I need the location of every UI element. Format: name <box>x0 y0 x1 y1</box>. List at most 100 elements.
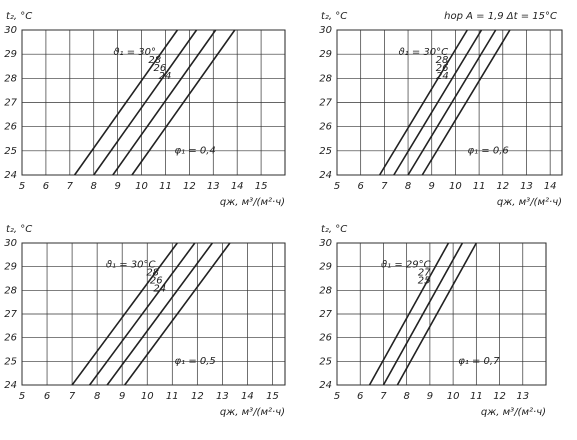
curve-label: 26 <box>150 275 163 286</box>
y-tick-label: 30 <box>4 25 17 36</box>
x-axis-label: qж, м³/(м²·ч) <box>497 197 562 208</box>
x-tick-label: 14 <box>231 181 244 192</box>
curve-label: 28 <box>146 267 159 278</box>
y-tick-label: 28 <box>4 285 17 296</box>
x-tick-label: 12 <box>493 391 506 402</box>
panel-header: hор A = 1,9 Δt = 15°C <box>444 11 557 22</box>
curve-label: ϑ₁ = 30° <box>113 47 156 58</box>
curve <box>396 242 478 386</box>
y-tick-label: 24 <box>4 170 17 181</box>
y-tick-label: 27 <box>4 309 17 320</box>
curve <box>393 29 483 176</box>
y-tick-label: 29 <box>319 49 332 60</box>
y-tick-label: 24 <box>319 380 332 391</box>
curve-label: 26 <box>436 63 449 74</box>
curve-label: 28 <box>148 55 161 66</box>
curve <box>421 29 511 176</box>
x-tick-label: 8 <box>403 391 409 402</box>
annotation: φ₁ = 0,7 <box>458 356 500 367</box>
x-tick-label: 11 <box>470 391 483 402</box>
x-tick-label: 13 <box>216 391 229 402</box>
annotation: φ₁ = 0,6 <box>468 145 509 156</box>
x-tick-label: 5 <box>19 181 25 192</box>
x-tick-label: 12 <box>191 391 204 402</box>
x-tick-label: 6 <box>44 391 50 402</box>
curve <box>382 242 464 386</box>
x-axis-label: qж, м³/(м²·ч) <box>220 407 285 418</box>
x-tick-label: 9 <box>114 181 120 192</box>
annotation: φ₁ = 0,4 <box>175 145 216 156</box>
curve <box>124 242 231 386</box>
curve-label: 25 <box>418 275 431 286</box>
curve <box>106 242 214 386</box>
y-tick-label: 28 <box>319 285 332 296</box>
y-tick-label: 25 <box>319 146 332 157</box>
x-tick-label: 5 <box>19 391 25 402</box>
x-tick-label: 6 <box>43 181 49 192</box>
x-tick-label: 9 <box>427 391 433 402</box>
x-tick-label: 12 <box>183 181 196 192</box>
x-tick-label: 15 <box>255 181 268 192</box>
x-tick-label: 15 <box>266 391 279 402</box>
x-tick-label: 11 <box>166 391 179 402</box>
x-tick-label: 9 <box>119 391 125 402</box>
y-tick-label: 30 <box>319 25 332 36</box>
y-tick-label: 26 <box>319 122 332 133</box>
x-tick-label: 7 <box>69 391 76 402</box>
x-tick-label: 6 <box>357 391 363 402</box>
y-tick-label: 29 <box>4 49 17 60</box>
y-tick-label: 26 <box>4 122 17 133</box>
y-tick-label: 30 <box>4 238 17 249</box>
y-axis-label: t₂, °C <box>6 224 32 235</box>
curve-label: 24 <box>436 71 449 82</box>
x-tick-label: 10 <box>135 181 148 192</box>
x-tick-label: 13 <box>516 391 529 402</box>
curve-label: 24 <box>159 71 172 82</box>
x-tick-label: 10 <box>141 391 154 402</box>
y-tick-label: 28 <box>319 73 332 84</box>
annotation: φ₁ = 0,5 <box>175 356 216 367</box>
y-tick-label: 27 <box>4 98 17 109</box>
curve-label: 24 <box>153 283 166 294</box>
x-tick-label: 6 <box>357 181 363 192</box>
x-tick-label: 10 <box>447 391 460 402</box>
x-tick-label: 12 <box>496 181 509 192</box>
x-tick-label: 8 <box>91 181 97 192</box>
x-axis-label: qж, м³/(м²·ч) <box>481 407 546 418</box>
curve-label: 28 <box>436 55 449 66</box>
y-tick-label: 29 <box>4 262 17 273</box>
x-tick-label: 8 <box>94 391 100 402</box>
curve <box>71 242 178 386</box>
x-axis-label: qж, м³/(м²·ч) <box>220 197 285 208</box>
curve <box>73 29 179 176</box>
x-tick-label: 13 <box>207 181 220 192</box>
y-tick-label: 27 <box>319 98 332 109</box>
curve <box>93 29 198 176</box>
y-tick-label: 30 <box>319 238 332 249</box>
y-tick-label: 26 <box>319 333 332 344</box>
x-tick-label: 11 <box>473 181 486 192</box>
curve-label: ϑ₁ = 30°C <box>106 259 156 270</box>
y-tick-label: 25 <box>319 356 332 367</box>
y-axis-label: t₂, °C <box>321 224 347 235</box>
x-tick-label: 13 <box>520 181 533 192</box>
x-tick-label: 9 <box>429 181 435 192</box>
x-tick-label: 14 <box>241 391 254 402</box>
y-tick-label: 24 <box>319 170 332 181</box>
y-tick-label: 29 <box>319 262 332 273</box>
curve <box>88 242 196 386</box>
curve-label: 26 <box>154 63 167 74</box>
x-tick-label: 10 <box>449 181 462 192</box>
y-tick-label: 25 <box>4 356 17 367</box>
y-tick-label: 26 <box>4 333 17 344</box>
y-tick-label: 24 <box>4 380 17 391</box>
curve-label: ϑ₁ = 29°C <box>381 259 431 270</box>
x-tick-label: 7 <box>380 391 387 402</box>
x-tick-label: 5 <box>334 181 340 192</box>
curve-label: ϑ₁ = 30°C <box>398 47 448 58</box>
y-axis-label: t₂, °C <box>6 11 32 22</box>
x-tick-label: 7 <box>67 181 74 192</box>
curve <box>368 242 450 386</box>
